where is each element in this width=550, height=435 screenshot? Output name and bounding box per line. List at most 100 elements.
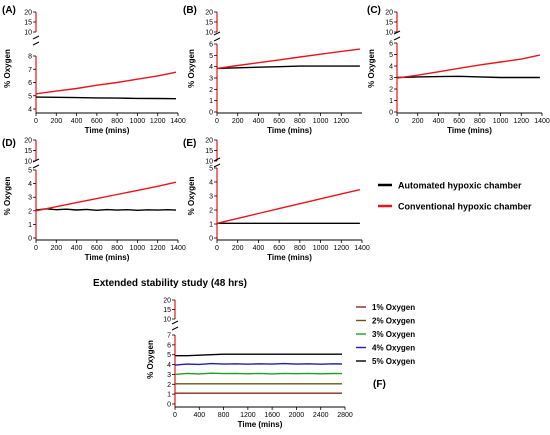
y-tick-label: 5	[28, 93, 32, 100]
y-tick-label: 15	[385, 20, 393, 27]
y-tick-label: 1	[389, 98, 393, 105]
x-tick-label: 200	[232, 245, 244, 252]
y-tick-label: 5	[28, 168, 32, 175]
legend-entry-label: 1% Oxygen	[372, 303, 415, 312]
x-tick-label: 1000	[313, 118, 329, 125]
x-tick-label: 400	[253, 245, 265, 252]
y-tick-label: 2	[389, 87, 393, 94]
x-tick-label: 0	[34, 245, 38, 252]
x-axis-title: Time (mins)	[238, 420, 283, 429]
y-tick-label: 0	[389, 110, 393, 117]
legend-entry-label: Conventional hypoxic chamber	[398, 202, 532, 212]
x-tick-label: 0	[215, 118, 219, 125]
x-tick-label: 1600	[264, 412, 280, 419]
x-tick-label: 1200	[333, 245, 349, 252]
axis-break-mark	[213, 157, 221, 162]
x-tick-label: 200	[50, 245, 62, 252]
y-tick-label: 20	[163, 298, 171, 305]
x-tick-label: 800	[294, 245, 306, 252]
panel-label-d: (D)	[2, 138, 16, 149]
y-tick-label: 6	[167, 342, 171, 349]
x-tick-label: 800	[474, 118, 486, 125]
x-tick-label: 1000	[493, 118, 509, 125]
series-line-4-oxygen	[174, 362, 343, 366]
x-tick-label: 1400	[354, 245, 370, 252]
y-tick-label: 10	[24, 30, 32, 37]
series-line-automated-hypoxic-chamber	[216, 65, 360, 70]
series-line-automated-hypoxic-chamber	[35, 208, 177, 212]
y-tick-label: 6	[209, 42, 213, 49]
series-line-conventional-hypoxic-chamber	[216, 189, 361, 224]
x-tick-label: 200	[232, 118, 244, 125]
y-tick-label: 6	[28, 80, 32, 87]
x-tick-label: 800	[111, 118, 123, 125]
x-tick-label: 200	[412, 118, 424, 125]
series-line-5-oxygen	[175, 353, 342, 357]
x-tick-label: 800	[218, 412, 230, 419]
x-tick-label: 0	[395, 118, 399, 125]
x-axis-title: Time (mins)	[267, 126, 312, 135]
x-tick-label: 2400	[313, 412, 329, 419]
x-tick-label: 600	[273, 245, 285, 252]
y-tick-label: 7	[28, 67, 32, 74]
y-tick-label: 2	[167, 382, 171, 389]
y-tick-label: 10	[163, 317, 171, 324]
x-tick-label: 1200	[150, 245, 166, 252]
x-tick-label: 0	[34, 118, 38, 125]
x-tick-label: 1200	[333, 118, 349, 125]
y-axis-title: % Oxygen	[187, 49, 196, 88]
x-tick-label: 400	[193, 412, 205, 419]
panel-label-e: (E)	[183, 138, 196, 149]
y-tick-label: 10	[205, 30, 213, 37]
x-tick-label: 2800	[337, 412, 353, 419]
y-axis-title: % Oxygen	[146, 340, 155, 379]
y-tick-label: 2	[209, 208, 213, 215]
axis-break-mark	[393, 30, 401, 35]
axis-break-mark	[393, 36, 401, 41]
series-line-conventional-hypoxic-chamber	[35, 71, 177, 95]
y-tick-label: 5	[209, 53, 213, 60]
y-tick-label: 10	[385, 30, 393, 37]
x-tick-label: 600	[453, 118, 465, 125]
y-tick-label: 7	[167, 333, 171, 340]
x-axis-title: Time (mins)	[85, 253, 130, 262]
panel-label-f: (F)	[373, 379, 386, 390]
y-tick-label: 4	[28, 181, 32, 188]
x-tick-label: 0	[173, 412, 177, 419]
axis-break-mark	[213, 37, 221, 42]
axis-break-mark	[213, 163, 221, 168]
y-axis-title: % Oxygen	[187, 177, 196, 216]
axis-break-mark	[213, 31, 221, 36]
series-line-conventional-hypoxic-chamber	[35, 181, 177, 212]
y-tick-label: 4	[167, 362, 171, 369]
x-tick-label: 400	[71, 245, 83, 252]
x-tick-label: 1000	[130, 245, 146, 252]
x-tick-label: 600	[91, 118, 103, 125]
legend-f: 1% Oxygen 2% Oxygen 3% Oxygen 4% Oxygen 5% O…	[356, 303, 415, 366]
x-tick-label: 400	[433, 118, 445, 125]
y-tick-label: 1	[28, 222, 32, 229]
y-tick-label: 1	[209, 222, 213, 229]
y-tick-label: 8	[28, 54, 32, 61]
y-tick-label: 4	[209, 64, 213, 71]
x-tick-label: 800	[294, 118, 306, 125]
axis-break-mark	[32, 158, 40, 163]
x-tick-label: 600	[273, 118, 285, 125]
y-tick-label: 0	[209, 110, 213, 117]
series-line-conventional-hypoxic-chamber	[396, 54, 541, 79]
x-tick-label: 1000	[313, 245, 329, 252]
series-line-3-oxygen	[174, 372, 343, 376]
x-tick-label: 1200	[150, 118, 166, 125]
y-tick-label: 15	[24, 20, 32, 27]
x-axis-title: Time (mins)	[267, 253, 312, 262]
y-tick-label: 20	[205, 138, 213, 145]
legend-entry-label: 5% Oxygen	[372, 357, 415, 366]
series-line-conventional-hypoxic-chamber	[216, 48, 360, 70]
x-tick-label: 200	[50, 118, 62, 125]
x-tick-label: 800	[111, 245, 123, 252]
y-tick-label: 0	[209, 236, 213, 243]
y-tick-label: 3	[209, 194, 213, 201]
x-tick-label: 1400	[534, 118, 550, 125]
